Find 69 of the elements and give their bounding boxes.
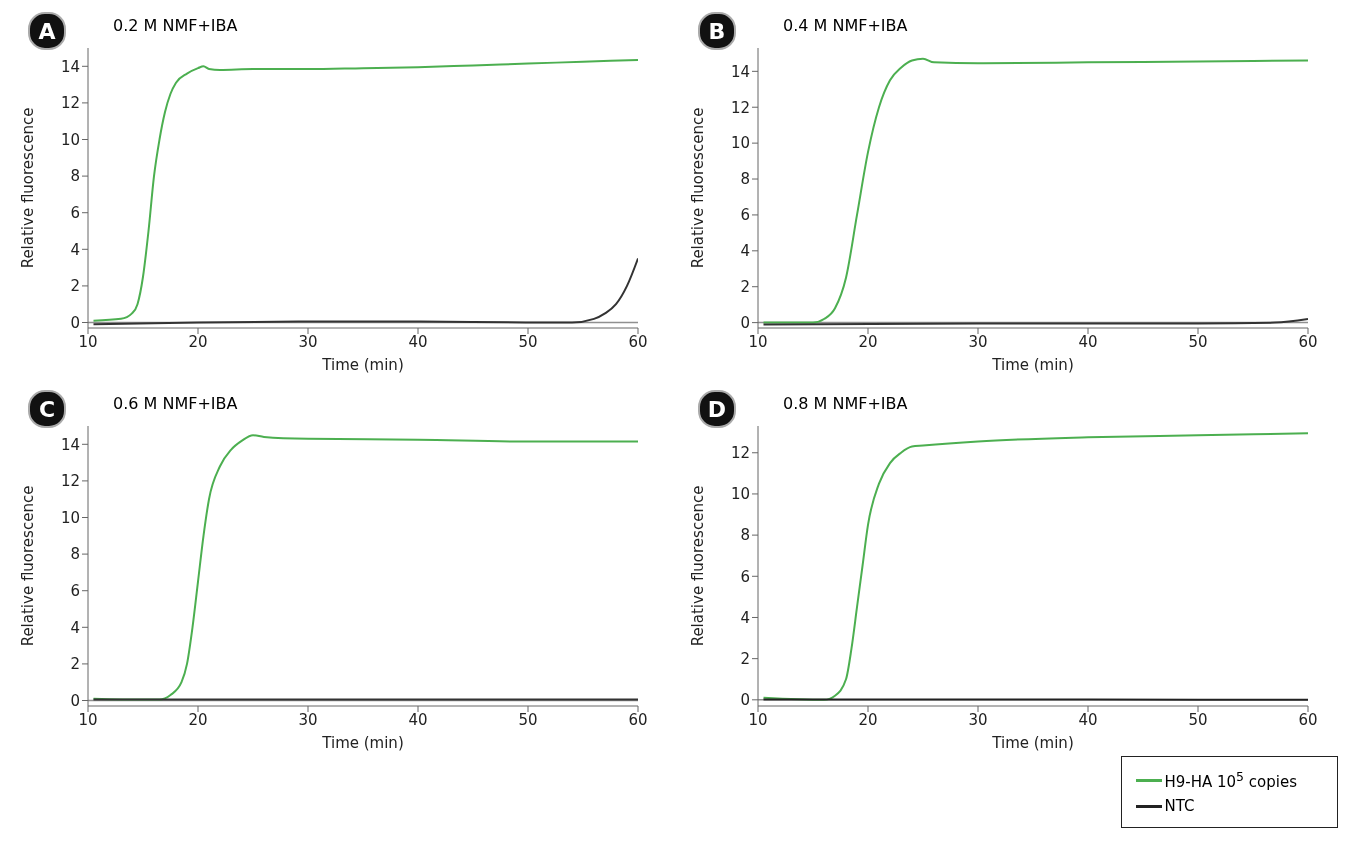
legend-label: NTC (1164, 797, 1195, 815)
chart-title: 0.4 M NMF+IBA (783, 16, 908, 35)
x-tick-label: 30 (298, 710, 318, 729)
y-axis-title: Relative fluorescence (689, 485, 708, 647)
legend-label: H9-HA 10$^{5}$ copies (1164, 769, 1297, 791)
y-tick-label: 8 (740, 170, 750, 189)
x-axis-title: Time (min) (991, 356, 1074, 374)
y-tick-label: 2 (70, 277, 80, 296)
y-tick-label: 6 (740, 567, 750, 586)
y-tick-label: 6 (70, 204, 80, 223)
x-axis-title: Time (min) (321, 734, 404, 752)
x-tick-label: 20 (858, 710, 878, 729)
y-tick-label: 10 (60, 508, 80, 527)
x-tick-label: 50 (1188, 710, 1208, 729)
y-tick-label: 10 (60, 130, 80, 149)
x-tick-label: 30 (968, 332, 988, 351)
text: A (28, 12, 66, 50)
x-tick-label: 40 (408, 332, 428, 351)
x-tick-label: 20 (188, 710, 208, 729)
y-tick-label: 4 (70, 240, 80, 259)
y-tick-label: 14 (60, 57, 80, 76)
x-tick-label: 60 (628, 332, 648, 351)
y-tick-label: 8 (70, 167, 80, 186)
y-tick-label: 4 (740, 608, 750, 627)
x-tick-label: 40 (1078, 332, 1098, 351)
x-tick-label: 30 (968, 710, 988, 729)
chart-title: 0.8 M NMF+IBA (783, 394, 908, 413)
y-tick-label: 10 (730, 485, 750, 504)
y-tick-label: 10 (730, 134, 750, 153)
y-tick-label: 0 (740, 313, 750, 332)
x-tick-label: 40 (408, 710, 428, 729)
y-axis-title: Relative fluorescence (19, 107, 38, 269)
y-tick-label: 2 (740, 649, 750, 668)
y-tick-label: 14 (60, 435, 80, 454)
y-tick-label: 0 (740, 691, 750, 710)
y-tick-label: 2 (740, 278, 750, 297)
y-tick-label: 6 (70, 582, 80, 601)
y-tick-label: 14 (730, 62, 750, 81)
y-tick-label: 6 (740, 206, 750, 225)
x-tick-label: 60 (1298, 710, 1318, 729)
y-tick-label: 4 (740, 242, 750, 261)
x-tick-label: 60 (628, 710, 648, 729)
y-tick-label: 12 (60, 472, 80, 491)
x-tick-label: 20 (188, 332, 208, 351)
y-axis-title: Relative fluorescence (689, 107, 708, 269)
x-tick-label: 60 (1298, 332, 1318, 351)
x-tick-label: 30 (298, 332, 318, 351)
y-tick-label: 12 (730, 98, 750, 117)
y-tick-label: 0 (70, 313, 80, 332)
x-tick-label: 50 (518, 710, 538, 729)
text: B (698, 12, 736, 50)
x-tick-label: 50 (1188, 332, 1208, 351)
x-axis-title: Time (min) (991, 734, 1074, 752)
y-axis-title: Relative fluorescence (19, 485, 38, 647)
y-tick-label: 2 (70, 655, 80, 674)
text: D (698, 390, 736, 428)
chart-title: 0.2 M NMF+IBA (113, 16, 238, 35)
y-tick-label: 0 (70, 691, 80, 710)
y-tick-label: 8 (740, 526, 750, 545)
y-tick-label: 12 (60, 94, 80, 113)
y-tick-label: 4 (70, 618, 80, 637)
text: C (28, 390, 66, 428)
x-tick-label: 40 (1078, 710, 1098, 729)
x-tick-label: 50 (518, 332, 538, 351)
y-tick-label: 8 (70, 545, 80, 564)
x-axis-title: Time (min) (321, 356, 404, 374)
chart-title: 0.6 M NMF+IBA (113, 394, 238, 413)
y-tick-label: 12 (730, 444, 750, 463)
x-tick-label: 20 (858, 332, 878, 351)
